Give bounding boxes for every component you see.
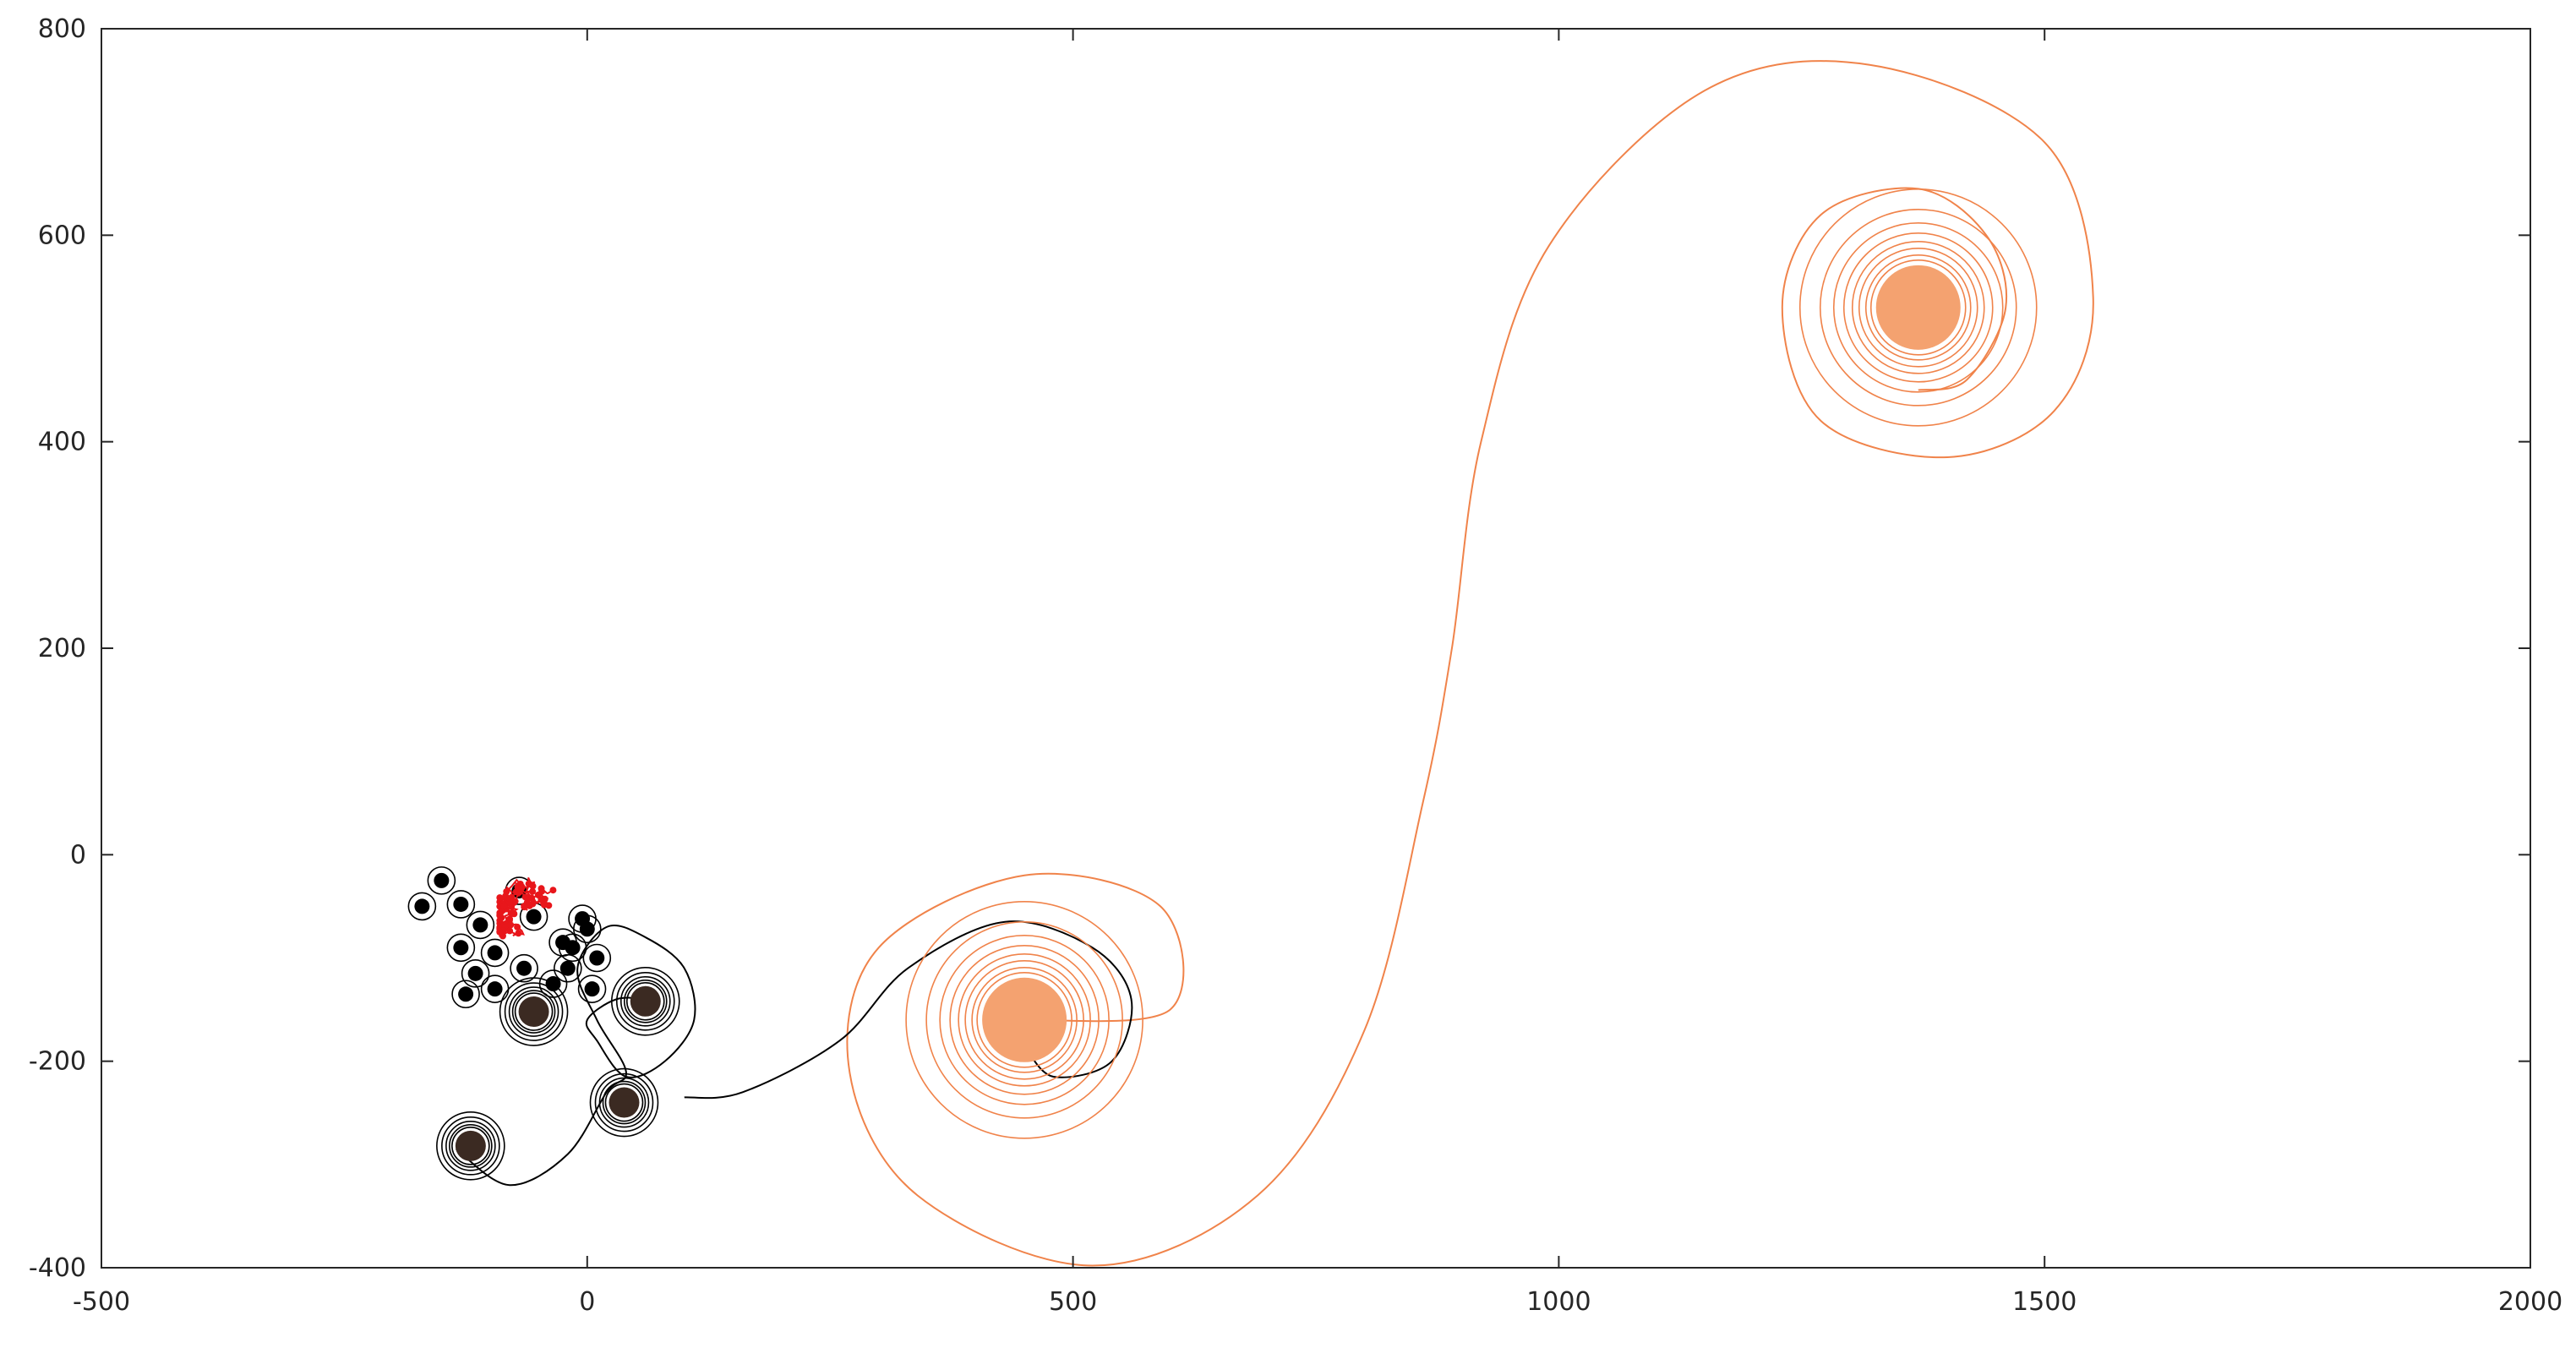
small-vortex-6	[461, 959, 490, 988]
y-tick-label-1: -200	[29, 1047, 86, 1077]
small-vortex-13	[554, 953, 582, 983]
small-vortex-19	[568, 904, 597, 933]
small-vortex-4	[446, 933, 476, 963]
small-vortex-7	[451, 980, 480, 1009]
vortex-1	[905, 901, 1143, 1139]
x-tick-label-4: 1500	[2012, 1287, 2077, 1317]
x-tick-label-0: -500	[73, 1287, 130, 1317]
series-line-0	[846, 60, 2094, 1267]
y-tick-label-2: 0	[70, 840, 86, 870]
plot-content	[407, 60, 2094, 1267]
y-tick-label-5: 600	[38, 221, 86, 250]
vortex-0	[1798, 188, 2038, 427]
axis-ticks: -500 0 500 1000 1500 2000 -400 -200 0 200 400 600 80…	[29, 14, 2562, 1317]
x-tick-label-3: 1000	[1526, 1287, 1591, 1317]
small-vortex-9	[510, 953, 538, 983]
small-vortex-18	[538, 969, 568, 998]
vortex-4	[589, 1067, 659, 1138]
x-tick-label-5: 2000	[2498, 1287, 2562, 1317]
small-vortex-2	[446, 890, 476, 919]
y-tick-label-0: -400	[29, 1253, 86, 1283]
small-vortex-3	[466, 910, 495, 940]
vortex-3	[436, 1111, 505, 1181]
small-vortex-0	[427, 866, 456, 895]
red-particle-cluster	[496, 877, 557, 940]
small-vortex-14	[577, 974, 607, 1003]
small-vortex-8	[480, 974, 510, 1003]
small-vortex-5	[480, 938, 510, 968]
y-tick-label-6: 800	[38, 14, 86, 44]
small-vortex-1	[407, 892, 437, 921]
small-vortex-17	[582, 943, 612, 973]
small-vortex-16	[558, 933, 587, 963]
y-tick-label-4: 400	[38, 428, 86, 457]
x-tick-label-1: 0	[579, 1287, 595, 1317]
vortex-2	[610, 967, 680, 1036]
x-tick-label-2: 500	[1049, 1287, 1097, 1317]
series-line-2	[456, 925, 696, 1187]
y-tick-label-3: 200	[38, 634, 86, 663]
